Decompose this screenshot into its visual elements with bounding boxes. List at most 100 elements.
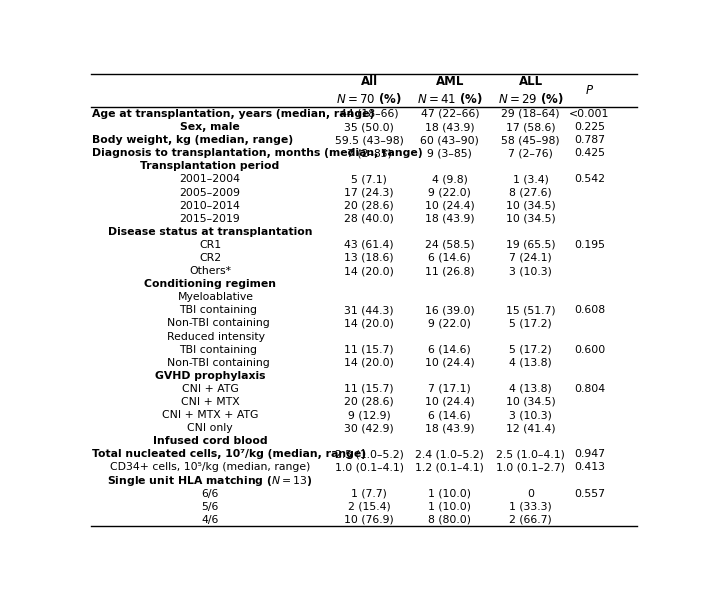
Text: 17 (24.3): 17 (24.3): [345, 188, 394, 198]
Text: 9 (12.9): 9 (12.9): [347, 410, 391, 420]
Text: $P$: $P$: [585, 84, 594, 97]
Text: 2001–2004: 2001–2004: [179, 175, 240, 184]
Text: Disease status at transplantation: Disease status at transplantation: [108, 227, 312, 237]
Text: 18 (43.9): 18 (43.9): [425, 423, 474, 433]
Text: 14 (20.0): 14 (20.0): [344, 266, 394, 276]
Text: ALL
$N = 29$ (%): ALL $N = 29$ (%): [498, 75, 564, 106]
Text: CR2: CR2: [199, 253, 221, 263]
Text: 47 (22–66): 47 (22–66): [420, 109, 479, 119]
Text: Infused cord blood: Infused cord blood: [152, 436, 267, 446]
Text: 11 (15.7): 11 (15.7): [345, 345, 394, 355]
Text: GVHD prophylaxis: GVHD prophylaxis: [155, 371, 265, 381]
Text: CNI + ATG: CNI + ATG: [182, 384, 238, 394]
Text: 7 (24.1): 7 (24.1): [509, 253, 552, 263]
Text: AML
$N = 41$ (%): AML $N = 41$ (%): [417, 75, 483, 106]
Text: 5/6: 5/6: [201, 502, 219, 512]
Text: 12 (41.4): 12 (41.4): [506, 423, 555, 433]
Text: 10 (34.5): 10 (34.5): [506, 214, 555, 224]
Text: 31 (44.3): 31 (44.3): [345, 305, 394, 315]
Text: 10 (24.4): 10 (24.4): [425, 397, 475, 407]
Text: Diagnosis to transplantation, months (median, range): Diagnosis to transplantation, months (me…: [92, 148, 423, 158]
Text: 18 (43.9): 18 (43.9): [425, 214, 474, 224]
Text: 0.425: 0.425: [574, 148, 605, 158]
Text: 2.5 (1.0–5.2): 2.5 (1.0–5.2): [335, 450, 403, 459]
Text: CD34+ cells, 10⁵/kg (median, range): CD34+ cells, 10⁵/kg (median, range): [110, 463, 311, 472]
Text: 11 (15.7): 11 (15.7): [345, 384, 394, 394]
Text: 6 (14.6): 6 (14.6): [428, 345, 471, 355]
Text: 6/6: 6/6: [201, 489, 219, 498]
Text: 16 (39.0): 16 (39.0): [425, 305, 475, 315]
Text: 2.4 (1.0–5.2): 2.4 (1.0–5.2): [415, 450, 484, 459]
Text: <0.001: <0.001: [569, 109, 610, 119]
Text: 2 (66.7): 2 (66.7): [509, 515, 552, 525]
Text: 4 (9.8): 4 (9.8): [432, 175, 468, 184]
Text: 15 (51.7): 15 (51.7): [506, 305, 555, 315]
Text: 44 (18–66): 44 (18–66): [340, 109, 398, 119]
Text: 7 (2–76): 7 (2–76): [508, 148, 553, 158]
Text: 1 (10.0): 1 (10.0): [428, 502, 471, 512]
Text: 6 (14.6): 6 (14.6): [428, 253, 471, 263]
Text: 58 (45–98): 58 (45–98): [501, 135, 560, 145]
Text: 0.195: 0.195: [574, 240, 605, 250]
Text: 9 (22.0): 9 (22.0): [428, 318, 471, 328]
Text: TBI containing: TBI containing: [179, 305, 257, 315]
Text: Sex, male: Sex, male: [180, 122, 240, 132]
Text: 0.804: 0.804: [574, 384, 605, 394]
Text: Transplantation period: Transplantation period: [140, 162, 279, 171]
Text: 0.787: 0.787: [574, 135, 605, 145]
Text: 0.947: 0.947: [574, 450, 605, 459]
Text: 5 (7.1): 5 (7.1): [351, 175, 387, 184]
Text: 14 (20.0): 14 (20.0): [344, 318, 394, 328]
Text: 0.542: 0.542: [574, 175, 605, 184]
Text: 3 (10.3): 3 (10.3): [509, 410, 552, 420]
Text: 6 (14.6): 6 (14.6): [428, 410, 471, 420]
Text: 2005–2009: 2005–2009: [179, 188, 240, 198]
Text: 10 (34.5): 10 (34.5): [506, 397, 555, 407]
Text: 0.600: 0.600: [574, 345, 605, 355]
Text: 1 (3.4): 1 (3.4): [513, 175, 549, 184]
Text: TBI containing: TBI containing: [179, 345, 257, 355]
Text: 30 (42.9): 30 (42.9): [345, 423, 394, 433]
Text: 20 (28.6): 20 (28.6): [345, 397, 394, 407]
Text: 8 (80.0): 8 (80.0): [428, 515, 471, 525]
Text: 7 (17.1): 7 (17.1): [428, 384, 471, 394]
Text: 4 (13.8): 4 (13.8): [509, 358, 552, 368]
Text: 9 (3–85): 9 (3–85): [428, 148, 472, 158]
Text: 0: 0: [527, 489, 534, 498]
Text: Non-TBI containing: Non-TBI containing: [167, 318, 269, 328]
Text: 5 (17.2): 5 (17.2): [509, 345, 552, 355]
Text: 7 (2–85): 7 (2–85): [347, 148, 391, 158]
Text: 35 (50.0): 35 (50.0): [344, 122, 394, 132]
Text: 24 (58.5): 24 (58.5): [425, 240, 474, 250]
Text: Others*: Others*: [189, 266, 231, 276]
Text: 19 (65.5): 19 (65.5): [506, 240, 555, 250]
Text: 10 (34.5): 10 (34.5): [506, 201, 555, 211]
Text: 29 (18–64): 29 (18–64): [501, 109, 560, 119]
Text: 2010–2014: 2010–2014: [179, 201, 240, 211]
Text: Conditioning regimen: Conditioning regimen: [144, 279, 276, 289]
Text: 20 (28.6): 20 (28.6): [345, 201, 394, 211]
Text: 60 (43–90): 60 (43–90): [420, 135, 479, 145]
Text: CNI only: CNI only: [187, 423, 233, 433]
Text: 14 (20.0): 14 (20.0): [344, 358, 394, 368]
Text: 1 (7.7): 1 (7.7): [351, 489, 387, 498]
Text: 10 (24.4): 10 (24.4): [425, 201, 475, 211]
Text: 0.557: 0.557: [574, 489, 605, 498]
Text: CNI + MTX: CNI + MTX: [181, 397, 240, 407]
Text: 2015–2019: 2015–2019: [179, 214, 240, 224]
Text: Age at transplantation, years (median, range): Age at transplantation, years (median, r…: [92, 109, 375, 119]
Text: All
$N = 70$ (%): All $N = 70$ (%): [336, 75, 402, 106]
Text: 3 (10.3): 3 (10.3): [509, 266, 552, 276]
Text: 13 (18.6): 13 (18.6): [345, 253, 394, 263]
Text: Non-TBI containing: Non-TBI containing: [167, 358, 269, 368]
Text: 2 (15.4): 2 (15.4): [347, 502, 391, 512]
Text: 18 (43.9): 18 (43.9): [425, 122, 474, 132]
Text: 59.5 (43–98): 59.5 (43–98): [335, 135, 403, 145]
Text: 0.413: 0.413: [574, 463, 605, 472]
Text: CR1: CR1: [199, 240, 221, 250]
Text: Single unit HLA matching ($N = 13$): Single unit HLA matching ($N = 13$): [107, 473, 313, 488]
Text: 1.2 (0.1–4.1): 1.2 (0.1–4.1): [415, 463, 484, 472]
Text: CNI + MTX + ATG: CNI + MTX + ATG: [162, 410, 258, 420]
Text: Body weight, kg (median, range): Body weight, kg (median, range): [92, 135, 294, 145]
Text: 10 (76.9): 10 (76.9): [345, 515, 394, 525]
